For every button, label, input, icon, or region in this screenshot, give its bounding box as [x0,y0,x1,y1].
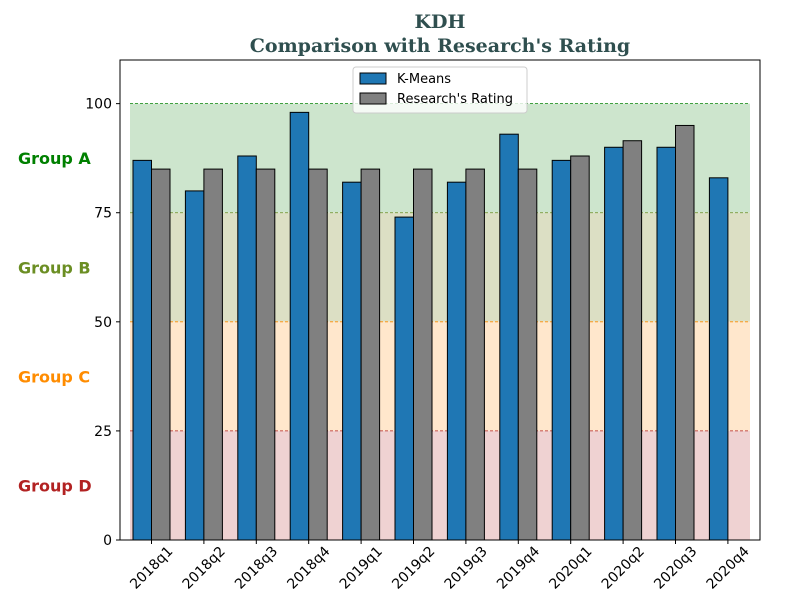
kmeans-bar-2018q2[interactable] [184,190,205,541]
x-tick-label: 2019q2 [389,544,438,593]
y-tick-label: 75 [94,206,112,222]
x-tick-label: 2018q2 [180,544,229,593]
group-label-group-c: Group C [18,367,90,386]
rating-bar-2020q1[interactable] [570,155,590,541]
legend[interactable]: K-Means Research's Rating [352,66,528,114]
x-tick-label: 2020q3 [651,544,700,593]
rating-bar-2018q3[interactable] [255,168,276,541]
y-tick-label: 100 [85,97,112,113]
x-tick-label: 2018q3 [232,544,281,593]
band-group-d [130,430,750,540]
plot-frame [119,59,761,541]
x-tick-label: 2019q4 [494,543,543,592]
kmeans-bar-2020q3[interactable] [656,146,676,541]
kmeans-bar-2019q2[interactable] [394,216,414,541]
rating-bar-2018q2[interactable] [203,168,223,541]
rating-bar-2019q3[interactable] [465,168,485,541]
group-labels: Group A Group B Group C Group D [18,149,92,495]
kmeans-bar-2018q4[interactable] [289,111,310,541]
band-group-a [130,103,750,213]
kmeans-bar-2019q3[interactable] [446,181,467,541]
kmeans-bar-2020q1[interactable] [551,159,572,541]
chart-title: KDH [414,11,466,33]
legend-box [352,66,528,114]
kmeans-bar-2020q4[interactable] [708,177,729,541]
rating-bar-2018q1[interactable] [151,168,171,541]
legend-label: Research's Rating [397,92,513,107]
x-tick-label: 2019q1 [337,544,386,593]
x-tick-label: 2018q4 [284,543,333,592]
chart-subtitle: Comparison with Research's Rating [249,35,631,57]
group-label-group-b: Group B [18,258,91,277]
kmeans-bar-2019q4[interactable] [499,133,519,541]
group-label-group-d: Group D [18,476,92,495]
rating-bar-2020q2[interactable] [622,140,643,541]
kmeans-bar-2020q2[interactable] [604,146,624,541]
kmeans-bar-2018q3[interactable] [237,155,257,541]
x-tick-label: 2020q2 [599,544,648,593]
bars [132,111,729,541]
band-group-c [130,321,750,431]
legend-swatch [359,72,387,85]
rating-bar-2020q3[interactable] [675,124,695,541]
group-bands [130,103,750,540]
band-group-b [130,212,750,322]
rating-bar-2019q1[interactable] [360,168,381,541]
y-tick-label: 0 [103,533,112,549]
rating-bar-2018q4[interactable] [308,168,328,541]
x-tick-label: 2019q3 [442,544,491,593]
kmeans-bar-2019q1[interactable] [342,181,362,541]
y-tick-label: 25 [94,424,112,440]
x-tick-label: 2018q1 [127,544,176,593]
legend-label: K-Means [397,72,451,87]
x-tick-label: 2020q1 [546,544,595,593]
legend-swatch [359,92,387,105]
kmeans-bar-2018q1[interactable] [132,159,152,541]
y-tick-label: 50 [94,315,112,331]
x-tick-label: 2020q4 [704,543,753,592]
rating-bar-2019q2[interactable] [413,168,433,541]
rating-bar-2019q4[interactable] [517,168,538,541]
group-label-group-a: Group A [18,149,91,168]
